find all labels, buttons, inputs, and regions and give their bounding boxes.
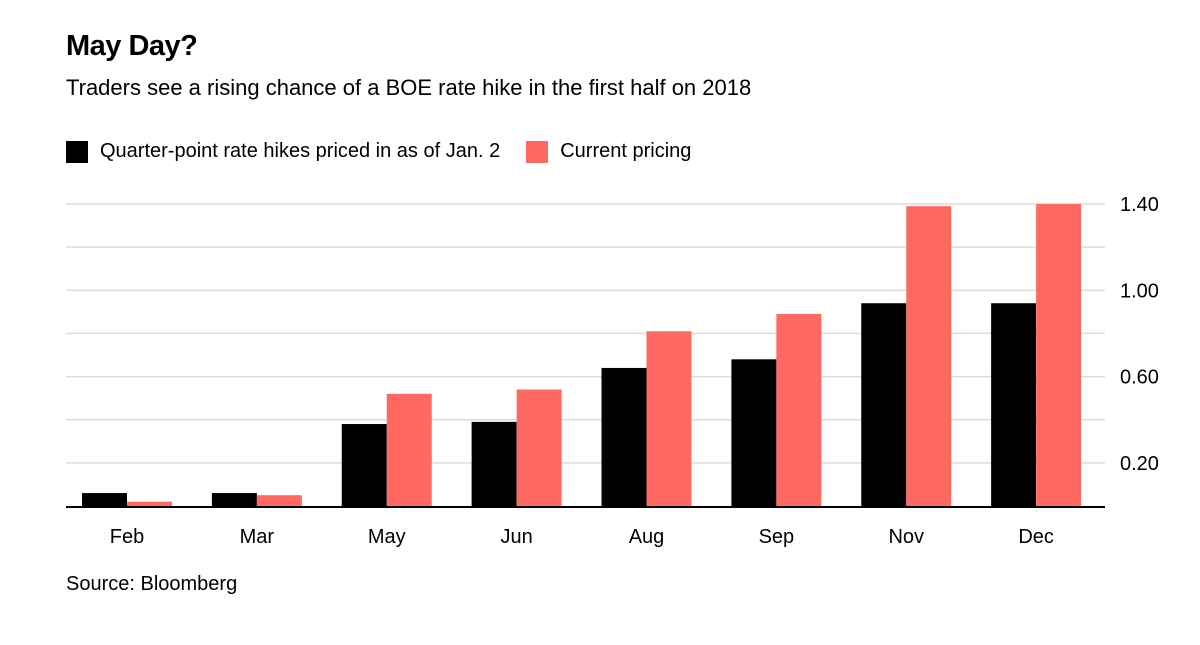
source-note: Source: Bloomberg xyxy=(66,573,238,595)
bar-may-jan2 xyxy=(341,424,387,506)
y-tick-label: 1.40 xyxy=(1120,194,1159,216)
legend-swatch-black xyxy=(66,140,88,163)
chart-title: May Day? xyxy=(66,30,198,62)
x-tick-label: Sep xyxy=(759,526,795,548)
bar-feb-current xyxy=(127,501,172,506)
y-tick-label: 1.00 xyxy=(1120,280,1159,302)
x-tick-label: Feb xyxy=(110,526,144,548)
bar-may-current xyxy=(386,393,432,506)
bar-sep-current xyxy=(776,314,822,506)
bar-mar-current xyxy=(256,495,302,506)
legend-label: Quarter-point rate hikes priced in as of… xyxy=(100,140,501,162)
bar-dec-current xyxy=(1036,204,1082,506)
bar-aug-current xyxy=(646,331,692,506)
bar-feb-jan2 xyxy=(82,493,127,506)
bar-jun-current xyxy=(516,389,562,506)
legend-item-jan2: Quarter-point rate hikes priced in as of… xyxy=(66,140,500,163)
bar-nov-jan2 xyxy=(861,303,907,506)
x-tick-label: Jun xyxy=(501,526,533,548)
legend-label: Current pricing xyxy=(560,140,692,162)
x-tick-label: May xyxy=(368,526,406,548)
bar-nov-current xyxy=(906,206,952,506)
legend: Quarter-point rate hikes priced in as of… xyxy=(66,140,717,163)
legend-item-current: Current pricing xyxy=(526,140,691,163)
x-tick-label: Nov xyxy=(888,526,924,548)
bar-dec-jan2 xyxy=(991,303,1037,506)
legend-swatch-red xyxy=(526,140,549,163)
y-tick-label: 0.60 xyxy=(1120,367,1159,389)
bar-mar-jan2 xyxy=(211,493,257,506)
x-tick-label: Dec xyxy=(1018,526,1054,548)
x-tick-label: Mar xyxy=(240,526,275,548)
bar-sep-jan2 xyxy=(731,359,777,506)
chart-subtitle: Traders see a rising chance of a BOE rat… xyxy=(66,75,752,100)
y-tick-label: 0.20 xyxy=(1120,453,1159,475)
bar-aug-jan2 xyxy=(601,367,647,506)
bar-jun-jan2 xyxy=(471,421,517,506)
x-tick-label: Aug xyxy=(629,526,665,548)
